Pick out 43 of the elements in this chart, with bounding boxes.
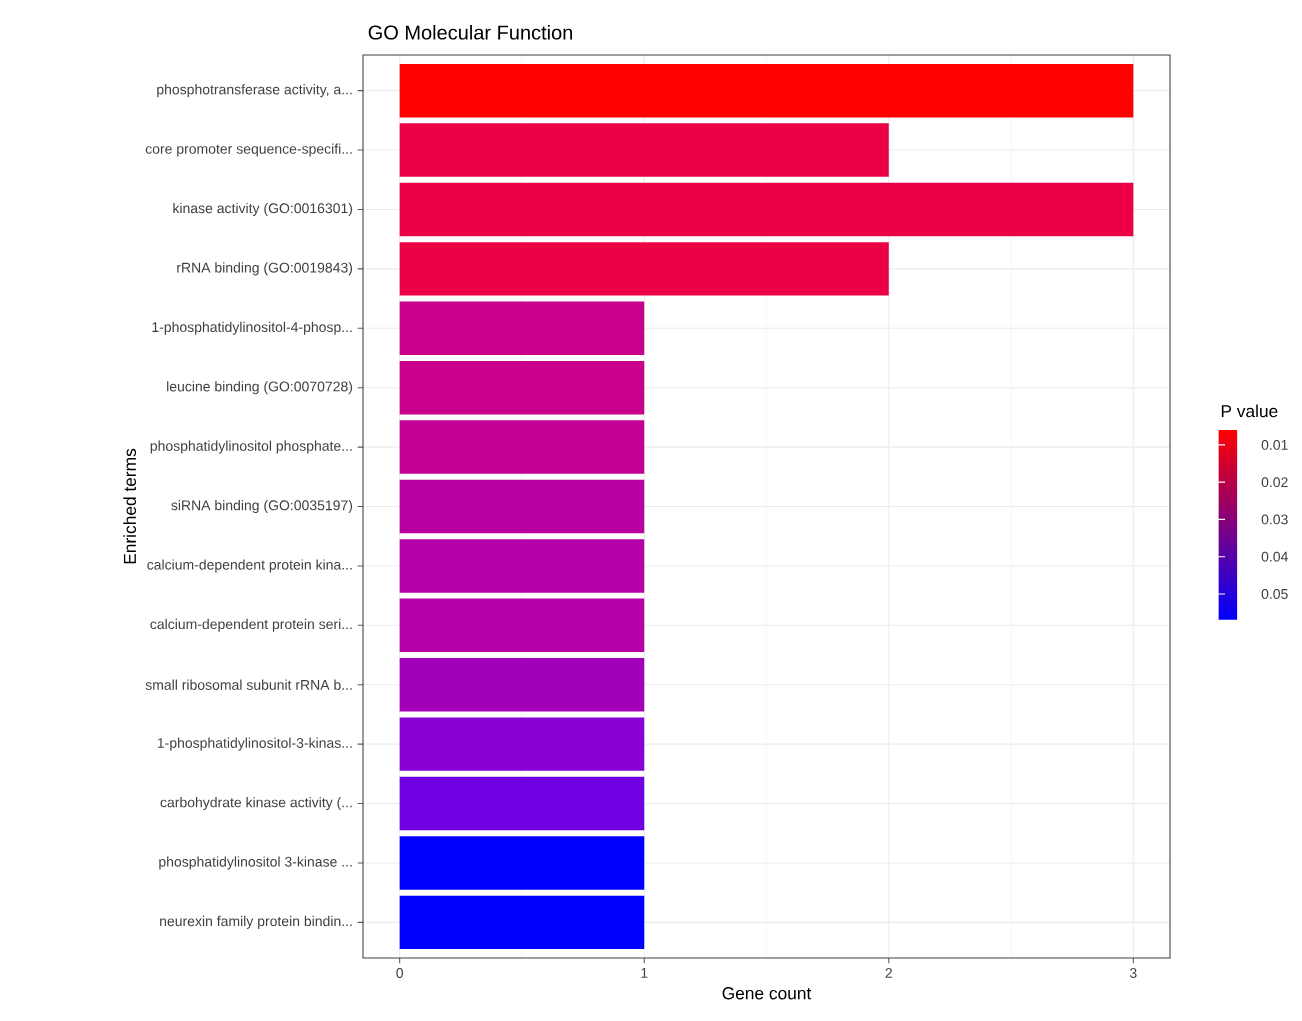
y-tick-label: neurexin family protein bindin... (160, 915, 352, 929)
bar (399, 895, 645, 950)
bar (399, 479, 645, 534)
bar (399, 420, 645, 474)
y-tick-label: kinase activity (GO:0016301) (173, 202, 353, 216)
bar (399, 123, 889, 177)
y-tick-label: 1-phosphatidylinositol-3-kinas... (157, 737, 352, 751)
y-tick-label: phosphatidylinositol 3-kinase ... (159, 856, 352, 870)
bar (399, 360, 645, 415)
x-tick-label: 1 (641, 968, 648, 978)
color-bar-label: 0.04 (1261, 551, 1288, 562)
x-tick-label: 0 (396, 968, 404, 978)
bar (399, 63, 1134, 118)
color-bar-title: P value (1221, 404, 1278, 418)
y-tick-label: rRNA binding (GO:0019843) (177, 262, 353, 276)
y-tick-label: leucine binding (GO:0070728) (167, 381, 353, 395)
bar (399, 717, 645, 771)
y-tick-label: core promoter sequence-specifi... (145, 143, 352, 157)
x-axis-title: Gene count (722, 987, 812, 1000)
y-axis-title: Enriched terms (123, 448, 137, 564)
bar (399, 598, 645, 653)
bar (399, 301, 645, 356)
y-tick-label: calcium-dependent protein kina... (147, 559, 352, 573)
x-tick-label: 3 (1129, 968, 1137, 978)
bar (399, 658, 645, 712)
bar (399, 539, 645, 593)
bar (399, 836, 645, 890)
bar (399, 242, 889, 296)
bar (399, 776, 645, 831)
y-tick-label: phosphotransferase activity, a... (157, 84, 352, 98)
color-bar-label: 0.03 (1261, 514, 1288, 525)
x-tick-label: 2 (885, 968, 892, 978)
y-tick-label: calcium-dependent protein seri... (150, 618, 352, 632)
y-tick-label: siRNA binding (GO:0035197) (171, 499, 353, 514)
color-bar-label: 0.01 (1261, 439, 1288, 450)
chart-title: GO Molecular Function (368, 24, 573, 40)
bar (399, 182, 1134, 237)
y-tick-label: carbohydrate kinase activity (... (160, 797, 352, 811)
y-tick-label: phosphatidylinositol phosphate... (150, 440, 352, 454)
color-bar-label: 0.05 (1261, 588, 1288, 599)
y-tick-label: 1-phosphatidylinositol-4-phosp... (152, 321, 352, 335)
color-bar-label: 0.02 (1261, 477, 1288, 488)
y-tick-label: small ribosomal subunit rRNA b... (145, 679, 352, 690)
